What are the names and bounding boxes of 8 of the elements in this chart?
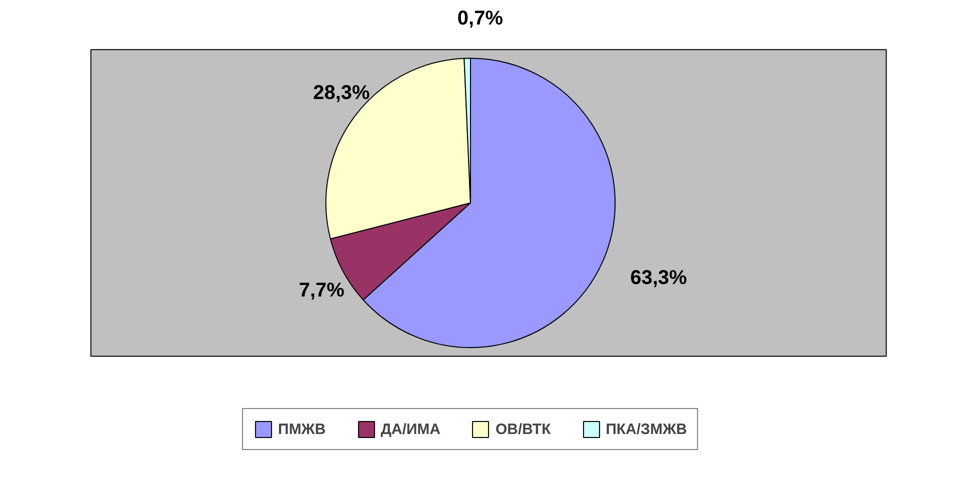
legend-label: ДА/ИМА — [380, 420, 440, 438]
data-label: 7,7% — [298, 279, 345, 302]
legend-label: ОВ/ВТК — [496, 420, 551, 438]
data-label: 28,3% — [313, 82, 370, 104]
data-label: 63,3% — [630, 266, 688, 289]
legend-label: ПМЖВ — [278, 420, 326, 438]
data-label: 0,7% — [457, 7, 504, 30]
legend-label: ПКА/ЗМЖВ — [606, 420, 687, 438]
